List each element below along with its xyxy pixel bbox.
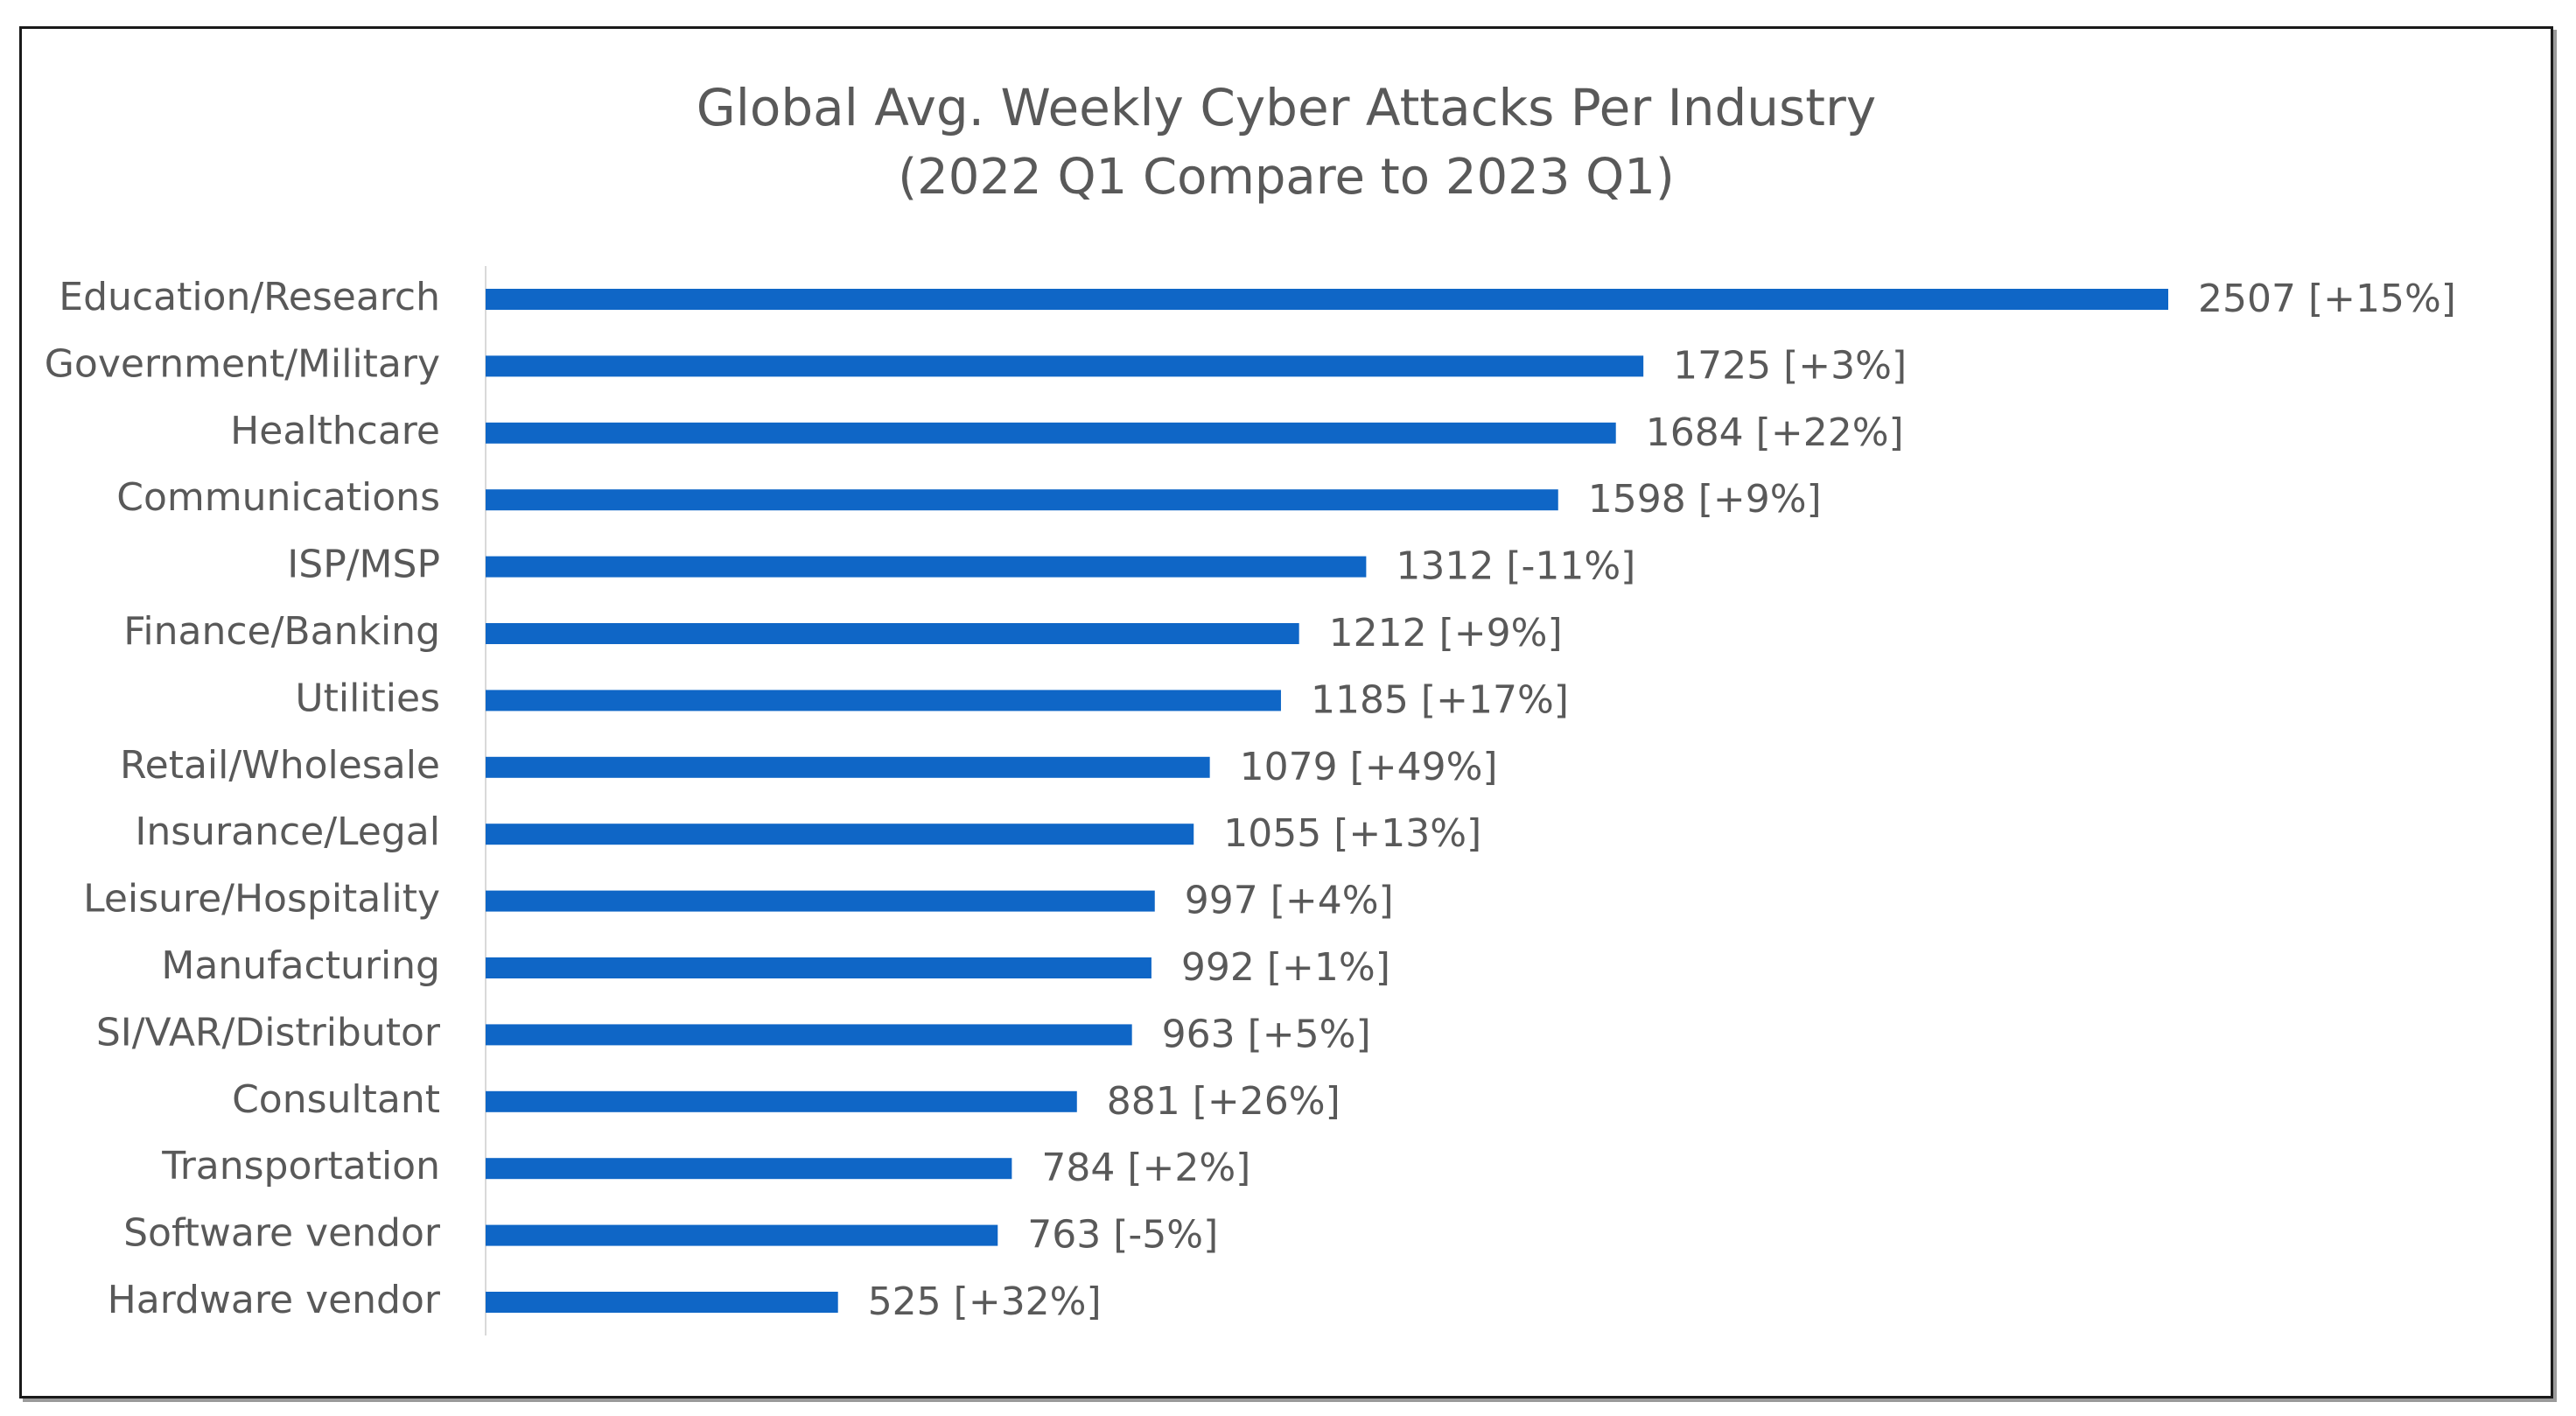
bar [486,824,1194,845]
data-label: 1598 [+9%] [1588,477,1822,522]
data-label: 992 [+1%] [1181,945,1390,990]
bar [486,1224,998,1246]
category-label: Communications [116,475,440,520]
bar [486,623,1299,644]
bar [486,422,1616,444]
category-label: Government/Military [45,341,440,386]
data-label: 997 [+4%] [1185,879,1394,923]
data-label: 963 [+5%] [1162,1012,1371,1056]
bar [486,355,1644,377]
data-label: 1212 [+9%] [1329,611,1563,655]
data-label: 1055 [+13%] [1223,811,1481,856]
chart-subtitle: (2022 Q1 Compare to 2023 Q1) [898,149,1675,206]
category-label: Software vendor [123,1211,441,1256]
category-label: Retail/Wholesale [120,743,440,788]
bar [486,1292,838,1313]
data-label: 763 [-5%] [1027,1213,1218,1258]
category-label: Insurance/Legal [135,810,440,854]
data-label: 1079 [+49%] [1240,745,1498,789]
data-label: 1312 [-11%] [1396,544,1635,589]
category-label: SI/VAR/Distributor [96,1010,441,1055]
category-label: Transportation [161,1144,440,1188]
bar [486,890,1155,912]
data-label: 1684 [+22%] [1646,410,1904,455]
category-label: Manufacturing [161,943,440,988]
data-label: 881 [+26%] [1107,1079,1340,1124]
bar [486,1158,1012,1180]
title-block: Global Avg. Weekly Cyber Attacks Per Ind… [22,73,2551,213]
category-label: Healthcare [230,409,440,453]
data-label: 1185 [+17%] [1311,677,1569,722]
data-label: 784 [+2%] [1041,1146,1250,1190]
bar [486,1090,1077,1112]
data-label: 1725 [+3%] [1673,343,1907,388]
chart-frame: Global Avg. Weekly Cyber Attacks Per Ind… [19,26,2553,1398]
bar [486,289,2168,310]
category-label: Consultant [232,1077,440,1122]
category-label: Education/Research [59,275,440,319]
chart-title: Global Avg. Weekly Cyber Attacks Per Ind… [696,78,1877,137]
data-label: 525 [+32%] [868,1279,1102,1324]
bar [486,556,1367,578]
data-label: 2507 [+15%] [2198,277,2456,321]
category-label: Hardware vendor [108,1278,441,1322]
category-label: Finance/Banking [123,609,440,654]
category-label: ISP/MSP [287,543,440,587]
bar [486,957,1152,978]
bar [486,756,1210,778]
bar [486,690,1281,712]
category-label: Leisure/Hospitality [83,877,440,922]
bar [486,489,1558,511]
bar [486,1024,1132,1046]
category-label: Utilities [295,676,440,720]
